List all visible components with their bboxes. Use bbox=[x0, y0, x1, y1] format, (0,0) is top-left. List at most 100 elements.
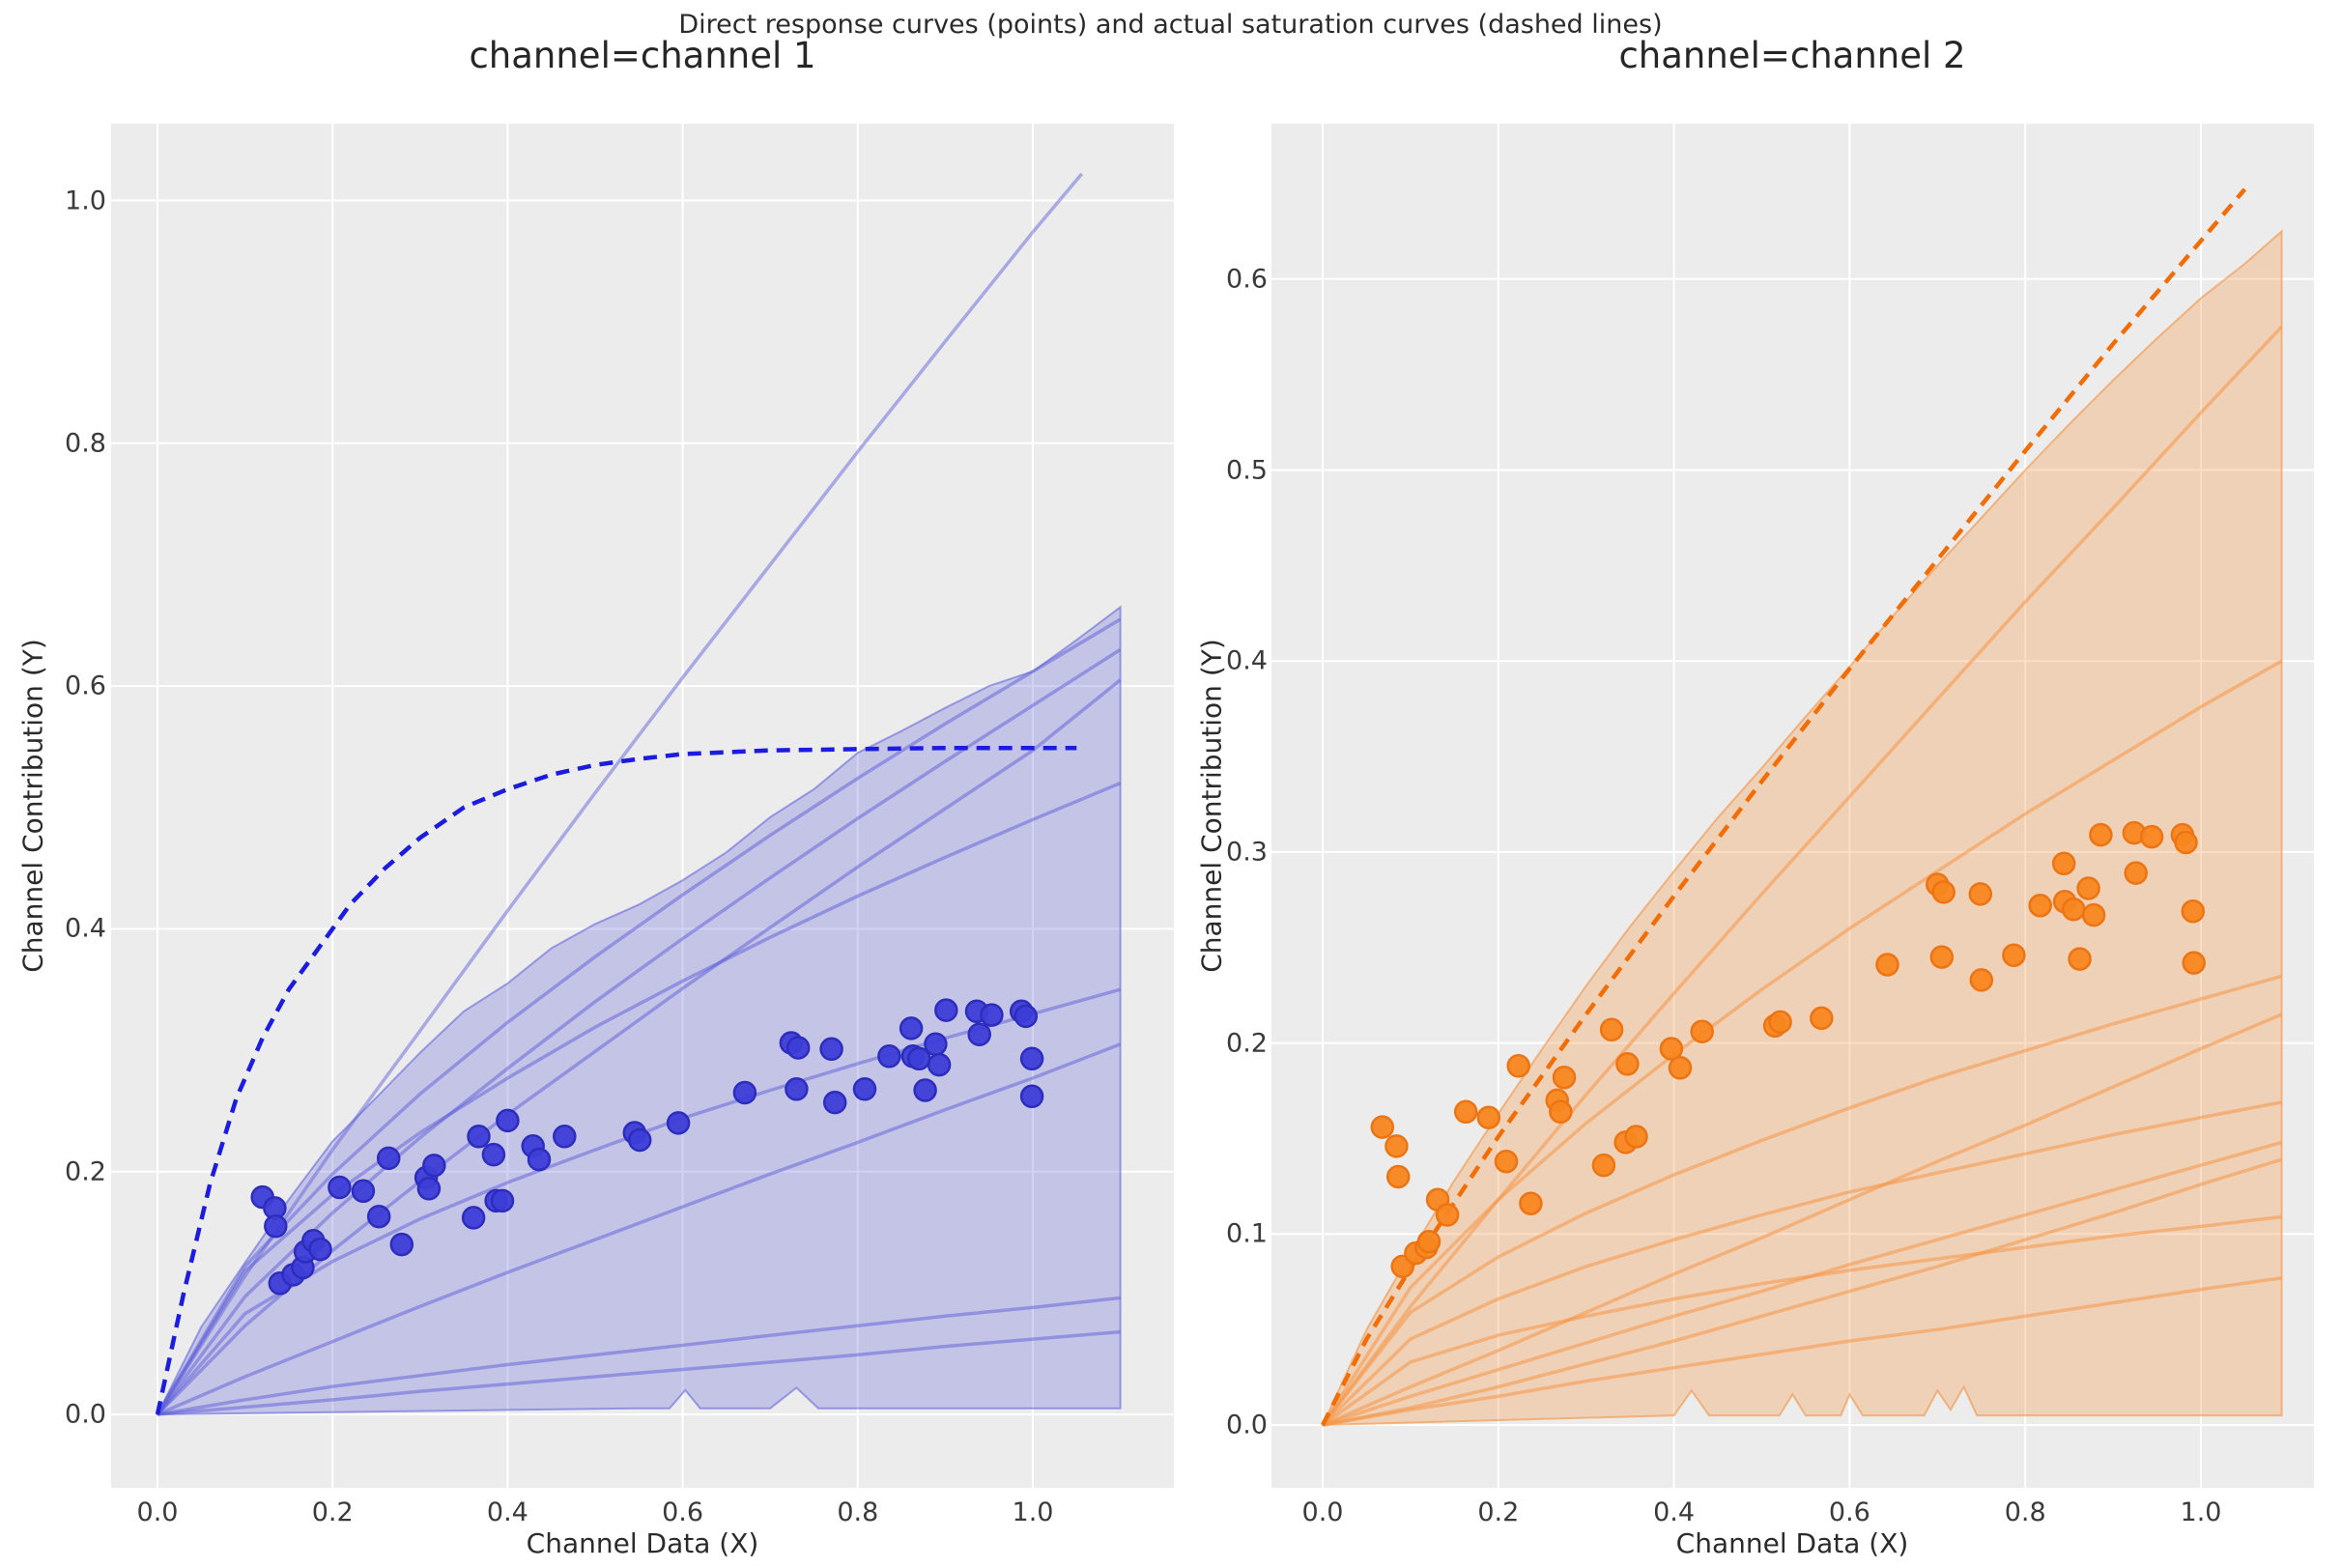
channel2-scatter-point bbox=[1476, 1105, 1501, 1129]
channel2-scatter-point bbox=[1385, 1134, 1409, 1158]
channel2-scatter-point bbox=[1615, 1052, 1640, 1076]
channel2-scatter-point bbox=[2076, 876, 2100, 900]
channel1-scatter-point bbox=[376, 1146, 401, 1171]
channel1-plot bbox=[111, 124, 1174, 1488]
channel2-scatter-point bbox=[1552, 1065, 1577, 1090]
channel1-scatter-point bbox=[416, 1177, 442, 1201]
channel2-scatter-point bbox=[1370, 1115, 1395, 1139]
channel1-scatter-point bbox=[924, 1032, 948, 1057]
channel1-scatter-point bbox=[461, 1206, 486, 1230]
channel2-scatter-point bbox=[2081, 902, 2106, 927]
channel1-high-sample-line bbox=[156, 172, 1084, 1415]
channel1-scatter-point bbox=[819, 1037, 843, 1062]
channel2-scatter-point bbox=[1968, 882, 1993, 906]
channel2-posterior-band bbox=[1321, 229, 2283, 1427]
channel1-scatter-point bbox=[822, 1090, 847, 1115]
channel1-scatter-point bbox=[553, 1125, 577, 1149]
channel1-posterior-sample-line bbox=[156, 781, 1122, 1415]
channel2-x-tick-label: 0.4 bbox=[1653, 1497, 1696, 1527]
channel2-scatter-point bbox=[2061, 897, 2086, 922]
channel1-scatter-point bbox=[490, 1188, 515, 1213]
channel2-scatter-point bbox=[1494, 1149, 1519, 1174]
channel1-scatter-point bbox=[852, 1077, 877, 1101]
channel1-posterior-sample-line bbox=[157, 1042, 1122, 1416]
channel2-scatter-point bbox=[1599, 1017, 1624, 1042]
channel2-scatter-point bbox=[2174, 830, 2198, 855]
channel2-x-tick-label: 0.2 bbox=[1477, 1497, 1520, 1527]
channel2-scatter-point bbox=[1875, 953, 1899, 977]
channel1-scatter-point bbox=[389, 1232, 414, 1257]
channel2-y-axis-label: Channel Contribution (Y) bbox=[1195, 639, 1228, 973]
channel2-posterior-sample-line bbox=[1322, 1157, 2283, 1427]
channel1-panel-background bbox=[111, 124, 1174, 1488]
channel2-posterior-sample-line bbox=[1321, 659, 2283, 1426]
channel2-y-tick-label: 0.4 bbox=[1226, 645, 1268, 676]
channel1-x-tick-label: 0.6 bbox=[662, 1497, 704, 1527]
channel1-scatter-point bbox=[666, 1111, 691, 1135]
channel2-scatter-point bbox=[1624, 1125, 1648, 1149]
channel1-y-tick-label: 0.8 bbox=[65, 428, 106, 459]
channel2-x-tick-label: 0.0 bbox=[1301, 1497, 1344, 1527]
channel2-posterior-sample-line bbox=[1322, 1276, 2282, 1427]
channel1-posterior-sample-line bbox=[157, 1296, 1121, 1416]
channel1-x-tick-label: 0.8 bbox=[837, 1497, 879, 1527]
channel1-y-tick-label: 0.0 bbox=[65, 1399, 106, 1430]
channel1-scatter-point bbox=[481, 1142, 506, 1167]
channel2-y-tick-label: 0.3 bbox=[1226, 837, 1268, 868]
channel1-posterior-sample-line bbox=[157, 1329, 1121, 1416]
channel1-scatter-point bbox=[351, 1179, 376, 1204]
channel2-scatter-point bbox=[2051, 851, 2076, 876]
channel2-title: channel=channel 2 bbox=[1618, 35, 1966, 76]
channel2-posterior-sample-line bbox=[1322, 1012, 2283, 1427]
channel1-x-tick-label: 1.0 bbox=[1012, 1497, 1054, 1527]
channel2-scatter-point bbox=[1768, 1010, 1792, 1035]
channel1-y-tick-label: 1.0 bbox=[65, 185, 106, 215]
channel1-scatter-point bbox=[785, 1036, 811, 1060]
channel2-scatter-point bbox=[1931, 880, 1956, 904]
channel2-scatter-point bbox=[2028, 894, 2052, 918]
channel2-posterior-sample-line bbox=[1321, 1100, 2282, 1427]
channel1-scatter-point bbox=[967, 1022, 991, 1046]
channel2-x-tick-label: 0.8 bbox=[2004, 1497, 2046, 1527]
channel1-scatter-point bbox=[467, 1125, 491, 1149]
channel2-y-tick-label: 0.6 bbox=[1226, 264, 1268, 295]
channel2-posterior-sample-line bbox=[1321, 326, 2283, 1427]
channel2-y-tick-label: 0.2 bbox=[1226, 1028, 1268, 1059]
channel2-x-tick-label: 0.6 bbox=[1828, 1497, 1870, 1527]
channel1-posterior-sample-line bbox=[156, 647, 1122, 1416]
channel1-scatter-point bbox=[785, 1077, 809, 1101]
channel2-scatter-point bbox=[1385, 1164, 1411, 1189]
channel1-scatter-point bbox=[1019, 1046, 1044, 1071]
channel1-scatter-point bbox=[934, 998, 958, 1022]
channel2-scatter-point bbox=[1549, 1099, 1573, 1125]
channel2-scatter-point bbox=[2124, 861, 2148, 885]
channel2-scatter-point bbox=[1969, 968, 1994, 992]
channel2-scatter-point bbox=[1416, 1229, 1442, 1254]
channel2-scatter-point bbox=[1690, 1019, 1714, 1043]
channel1-scatter-point bbox=[527, 1147, 552, 1172]
channel1-scatter-point bbox=[899, 1016, 924, 1041]
channel1-y-tick-label: 0.2 bbox=[65, 1156, 106, 1187]
channel1-scatter-point bbox=[496, 1108, 520, 1133]
channel2-scatter-point bbox=[2181, 898, 2206, 924]
channel1-x-axis-label: Channel Data (X) bbox=[526, 1527, 759, 1559]
channel1-scatter-point bbox=[1013, 1004, 1039, 1029]
channel1-scatter-point bbox=[264, 1213, 288, 1239]
channel1-posterior-sample-line bbox=[156, 617, 1122, 1415]
channel2-y-tick-label: 0.5 bbox=[1226, 455, 1268, 485]
channel2-scatter-point bbox=[1591, 1153, 1616, 1178]
channel1-scatter-point bbox=[732, 1080, 757, 1105]
channel2-scatter-point bbox=[2002, 943, 2026, 967]
channel1-posterior-sample-line bbox=[156, 678, 1122, 1416]
channel2-scatter-point bbox=[1668, 1056, 1693, 1080]
channel2-scatter-point bbox=[1506, 1054, 1530, 1078]
channel1-scatter-point bbox=[913, 1078, 937, 1102]
channel2-scatter-point bbox=[2068, 947, 2092, 971]
channel1-scatter-point bbox=[328, 1175, 352, 1200]
channel1-scatter-point bbox=[308, 1237, 332, 1262]
channel1-scatter-point bbox=[980, 1003, 1004, 1027]
channel2-posterior-sample-line bbox=[1321, 974, 2283, 1427]
channel2-y-tick-label: 0.1 bbox=[1226, 1218, 1268, 1249]
channel2-scatter-point bbox=[1519, 1191, 1543, 1215]
